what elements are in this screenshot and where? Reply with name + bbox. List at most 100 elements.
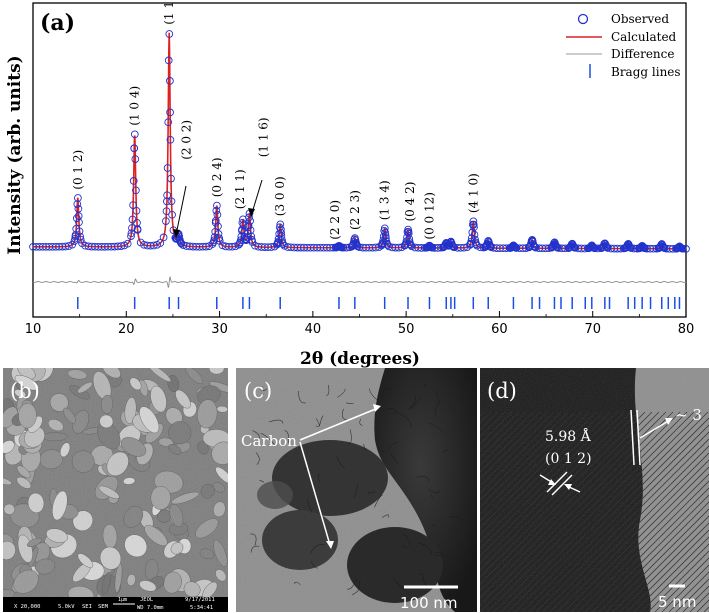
- carbon-strand: [418, 542, 432, 555]
- observed-point: [627, 244, 635, 252]
- observed-point: [130, 130, 139, 139]
- observed-point: [586, 243, 595, 252]
- peak-label: (1 3 4): [378, 180, 392, 220]
- observed-point: [276, 220, 285, 229]
- bragg-lines: [77, 297, 681, 309]
- carbon-strand: [250, 545, 260, 553]
- carbon-strand: [386, 408, 397, 414]
- observed-point: [167, 197, 176, 206]
- observed-point: [472, 240, 481, 248]
- sem-wd: WD 7.0mm: [137, 605, 164, 611]
- carbon-strand: [346, 402, 354, 404]
- observed-point: [353, 241, 362, 250]
- observed-point: [149, 241, 158, 250]
- tem-scale-label: 100 nm: [400, 594, 458, 612]
- observed-point: [530, 242, 539, 251]
- carbon-strand: [427, 422, 443, 433]
- observed-point: [471, 235, 479, 244]
- carbon-strand: [260, 433, 275, 445]
- observed-point: [352, 240, 361, 249]
- carbon-strand: [427, 488, 441, 494]
- tem-image: Carbon 100 nm (c): [236, 368, 477, 612]
- carbon-strand: [401, 543, 409, 549]
- observed-point: [215, 237, 224, 245]
- carbon-strand: [315, 418, 320, 427]
- observed-point: [407, 241, 415, 250]
- observed-point: [133, 226, 142, 234]
- observed-point: [274, 238, 282, 246]
- peak-label: (1 0 4): [128, 86, 142, 126]
- observed-point: [202, 242, 210, 251]
- panel-label-a: (a): [40, 10, 75, 36]
- peak-label: (1 1 6): [256, 117, 270, 157]
- tem-particle-middle: [272, 440, 388, 516]
- sem-date: 9/17/2011: [185, 597, 215, 603]
- observed-point: [639, 243, 648, 252]
- legend-calculated: Calculated: [611, 30, 677, 44]
- observed-point: [163, 164, 172, 172]
- observed-points: [29, 30, 690, 253]
- carbon-strand: [293, 581, 301, 586]
- observed-point: [589, 243, 597, 251]
- legend-observed-marker: [577, 13, 589, 25]
- carbon-strand: [408, 394, 416, 409]
- hrtem-scale-label: 5 nm: [658, 593, 696, 611]
- observed-point: [210, 236, 218, 245]
- observed-point: [165, 30, 174, 38]
- observed-point: [72, 214, 81, 223]
- sem-voltage: 5.0kV: [58, 604, 75, 610]
- observed-point: [132, 206, 141, 215]
- observed-point: [569, 242, 578, 250]
- observed-point: [502, 244, 511, 253]
- x-axis-ticks: 10 20 30 40 50 60 70 80: [25, 311, 695, 337]
- carbon-strand: [351, 586, 360, 596]
- x-tick-label: 80: [678, 322, 695, 337]
- carbon-strand: [298, 390, 306, 404]
- tem-particle-lower-left: [262, 510, 338, 570]
- carbon-strand: [284, 430, 290, 444]
- observed-point: [626, 243, 634, 252]
- observed-point: [163, 197, 171, 206]
- difference-trace: [32, 276, 687, 289]
- observed-point: [383, 241, 392, 249]
- x-tick-label: 20: [118, 322, 135, 337]
- carbon-strand: [367, 491, 376, 495]
- carbon-strand: [418, 573, 424, 581]
- carbon-strand: [403, 534, 411, 546]
- observed-point: [382, 234, 390, 242]
- sem-scale: 1µm: [118, 597, 127, 603]
- carbon-strand: [326, 385, 330, 396]
- observed-point: [676, 243, 684, 251]
- observed-point: [214, 222, 222, 231]
- tem-large-particle: [374, 368, 477, 612]
- peak-label: (0 0 12): [423, 192, 437, 240]
- observed-point: [130, 144, 139, 153]
- carbon-strand: [436, 389, 441, 405]
- observed-point: [404, 229, 413, 238]
- observed-point: [76, 235, 85, 244]
- carbon-strand: [432, 524, 436, 527]
- carbon-strand: [363, 443, 366, 451]
- observed-point: [641, 244, 649, 253]
- observed-point: [603, 244, 612, 252]
- observed-point: [660, 244, 669, 252]
- observed-point: [167, 174, 175, 183]
- observed-point: [246, 226, 255, 235]
- carbon-label: Carbon: [241, 432, 297, 450]
- spacing-line-2: [551, 474, 573, 496]
- carbon-strand: [368, 388, 380, 402]
- arrow-202: [175, 185, 187, 236]
- observed-point: [248, 238, 257, 246]
- carbon-strand: [359, 418, 363, 426]
- peak-label: (0 2 4): [210, 157, 224, 197]
- plot-frame: [32, 2, 687, 318]
- observed-point: [132, 186, 140, 195]
- observed-point: [470, 223, 478, 232]
- observed-point: [588, 241, 596, 250]
- observed-point: [159, 233, 168, 242]
- carbon-strand: [319, 415, 324, 427]
- observed-point: [131, 155, 140, 163]
- observed-point: [448, 242, 457, 250]
- carbon-strand: [337, 388, 346, 398]
- observed-point: [616, 244, 625, 253]
